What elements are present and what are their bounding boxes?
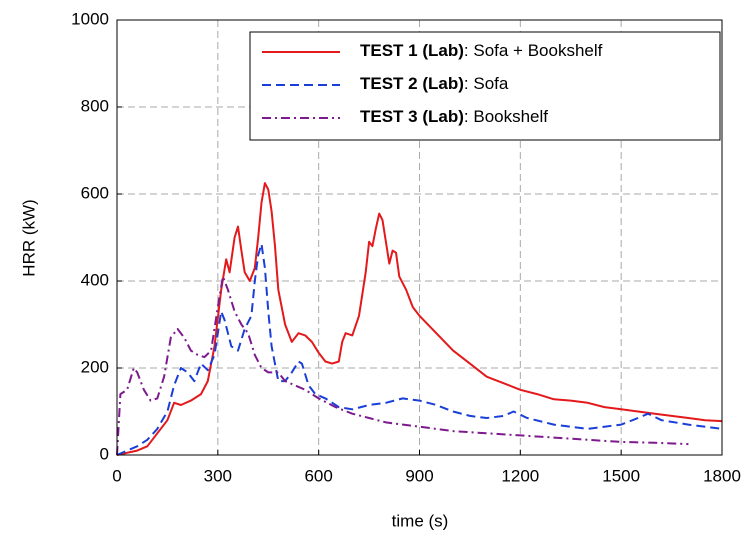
legend-box xyxy=(249,31,721,141)
legend-label: TEST 3 (Lab): Bookshelf xyxy=(360,107,548,126)
y-tick-label: 800 xyxy=(81,96,109,115)
plot-frame xyxy=(116,19,723,456)
x-tick-label: 900 xyxy=(405,466,433,485)
x-tick-label: 300 xyxy=(204,466,232,485)
x-tick-label: 1500 xyxy=(602,466,640,485)
y-tick-label: 200 xyxy=(81,357,109,376)
series-line xyxy=(116,182,723,456)
y-tick-label: 0 xyxy=(100,444,109,463)
legend-label: TEST 2 (Lab): Sofa xyxy=(360,74,509,93)
y-tick-label: 1000 xyxy=(71,9,109,28)
x-tick-label: 600 xyxy=(304,466,332,485)
x-tick-label: 1200 xyxy=(501,466,539,485)
series-line xyxy=(116,243,723,456)
y-tick-label: 600 xyxy=(81,183,109,202)
x-axis-label: time (s) xyxy=(392,511,449,530)
x-tick-label: 1800 xyxy=(703,466,741,485)
y-axis-label: HRR (kW) xyxy=(19,199,38,276)
series-line xyxy=(116,275,689,456)
x-tick-label: 0 xyxy=(112,466,121,485)
legend-label: TEST 1 (Lab): Sofa + Bookshelf xyxy=(360,41,603,60)
y-tick-label: 400 xyxy=(81,270,109,289)
